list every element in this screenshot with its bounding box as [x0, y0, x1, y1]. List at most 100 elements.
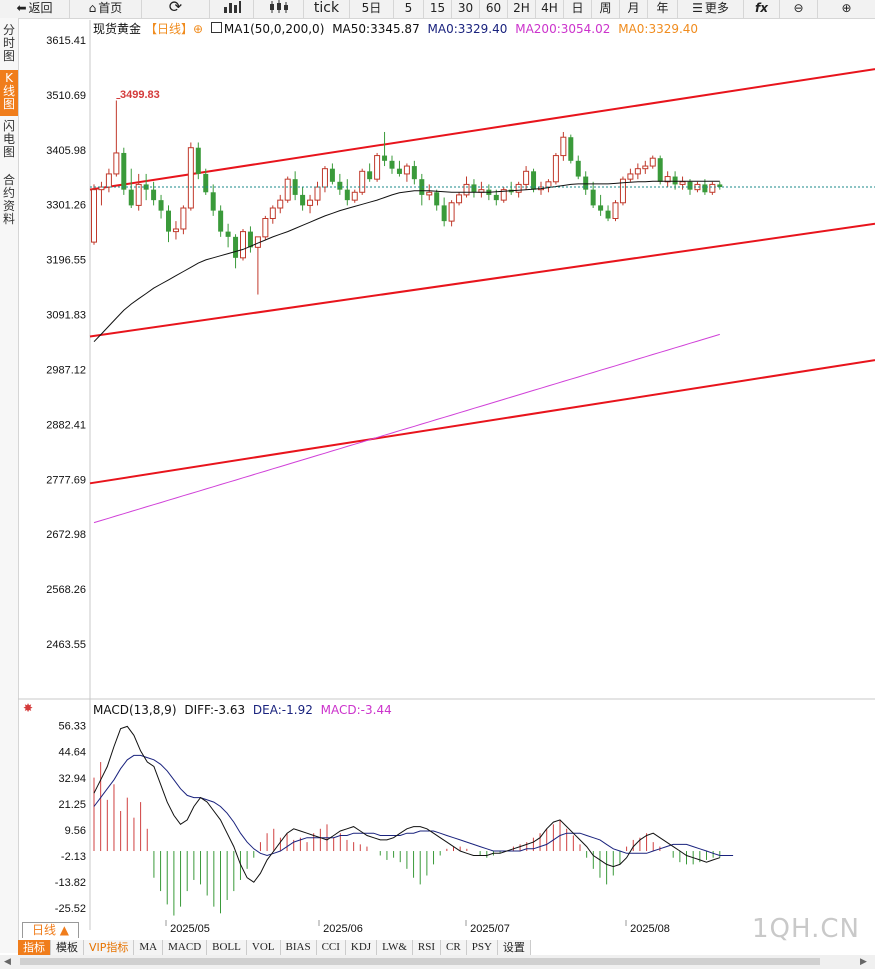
horizontal-scrollbar[interactable]: ◀ ▶	[0, 955, 875, 969]
price-axis: 3615.41 3510.69 3405.98 3301.26 3196.55 3091.…	[18, 20, 875, 930]
period-5min[interactable]: 5	[394, 0, 424, 18]
macd-tick-label: -2.13	[61, 851, 86, 863]
macd-tick-label: 44.64	[58, 747, 86, 759]
macd-dea-line	[93, 754, 734, 857]
zoom-in-icon: ⊕	[841, 1, 852, 15]
candle-body	[166, 210, 171, 232]
watermark-logo: 1QH.CN	[752, 914, 860, 944]
zoom-in-button[interactable]: ⊕	[818, 0, 875, 18]
settings-icon[interactable]: ⊕	[193, 22, 204, 36]
candle-body	[314, 186, 321, 201]
date-label: 2025/08	[630, 923, 670, 935]
candle-body	[441, 205, 447, 222]
period-30min[interactable]: 30	[452, 0, 480, 18]
date-label: 2025/07	[470, 923, 510, 935]
tab-boll[interactable]: BOLL	[207, 940, 247, 955]
candle-body	[590, 189, 596, 206]
zoom-out-button[interactable]: ⊖	[780, 0, 818, 18]
period-year[interactable]: 年	[648, 0, 678, 18]
price-tick-label: 2882.41	[46, 419, 86, 431]
tab-psy[interactable]: PSY	[466, 940, 498, 955]
tab-vol[interactable]: VOL	[246, 940, 281, 955]
macd-diff-line	[93, 725, 720, 883]
sidebar-tab-kline[interactable]: K线图	[0, 70, 18, 116]
tab-rsi[interactable]: RSI	[412, 940, 442, 955]
sidebar-tab-flash[interactable]: 闪电图	[2, 119, 15, 159]
candle-body	[598, 205, 604, 211]
candle-body	[426, 191, 433, 196]
formula-button[interactable]: fx	[744, 0, 780, 18]
tab-vip-indicator[interactable]: VIP指标	[84, 940, 135, 955]
candle-body	[642, 165, 649, 170]
scroll-right-icon[interactable]: ▶	[860, 957, 867, 967]
macd-value: MACD:-3.44	[320, 703, 392, 717]
date-label: 2025/05	[170, 923, 210, 935]
tab-indicator[interactable]: 指标	[18, 940, 51, 955]
macd-settings-icon[interactable]: ✸	[23, 701, 34, 715]
candle-body	[151, 189, 157, 201]
price-tick-label: 3510.69	[46, 90, 86, 102]
ma0-value: MA0:3329.40	[427, 22, 508, 36]
home-button[interactable]: ⌂ 首页	[70, 0, 142, 18]
tab-template[interactable]: 模板	[51, 940, 84, 955]
period-day[interactable]: 日	[564, 0, 592, 18]
refresh-button[interactable]: ⟳	[142, 0, 210, 18]
ma-indicator-icon[interactable]	[210, 22, 222, 33]
candle-body	[284, 178, 291, 201]
candle-body	[269, 207, 276, 220]
sidebar-tab-timeshare[interactable]: 分时图	[2, 23, 15, 63]
trend-line	[89, 359, 875, 485]
ma200-line	[93, 333, 720, 524]
more-button[interactable]: ☰ 更多	[678, 0, 744, 18]
tab-ma[interactable]: MA	[134, 940, 164, 955]
ma50-path	[93, 180, 720, 343]
bar-chart-button[interactable]	[210, 0, 254, 18]
candle-body	[545, 181, 552, 188]
period-5d[interactable]: 5日	[350, 0, 394, 18]
trend-line	[89, 222, 875, 338]
candle-body	[225, 231, 231, 237]
candlestick-button[interactable]	[254, 0, 304, 18]
period-15min[interactable]: 15	[424, 0, 452, 18]
candle-body	[679, 181, 686, 185]
trend-line	[89, 68, 875, 191]
period-month[interactable]: 月	[620, 0, 648, 18]
tab-bias[interactable]: BIAS	[280, 940, 317, 955]
period-week[interactable]: 周	[592, 0, 620, 18]
tab-cci[interactable]: CCI	[316, 940, 346, 955]
candle-body	[233, 236, 239, 258]
tick-button[interactable]: tick	[304, 0, 350, 18]
tab-kdj[interactable]: KDJ	[345, 940, 378, 955]
candle-body	[619, 178, 626, 204]
tab-settings[interactable]: 设置	[497, 940, 531, 955]
candle-body	[515, 183, 522, 193]
back-button[interactable]: ⬅ 返回	[0, 0, 70, 18]
candle-body	[411, 166, 417, 180]
candle-body	[262, 218, 269, 238]
tab-macd[interactable]: MACD	[163, 940, 208, 955]
sidebar-tab-contract[interactable]: 合约资料	[2, 173, 15, 226]
candle-body	[657, 158, 663, 182]
ma200-value: MA200:3054.02	[515, 22, 611, 36]
scroll-left-icon[interactable]: ◀	[4, 957, 11, 967]
scrollbar-thumb[interactable]	[20, 958, 820, 965]
period-selector-tab[interactable]: 日线 ▲	[22, 922, 79, 938]
period-label: 【日线】	[145, 22, 194, 36]
menu-icon: ☰	[692, 1, 703, 15]
period-60min[interactable]: 60	[480, 0, 508, 18]
period-2h[interactable]: 2H	[508, 0, 536, 18]
bottom-bar: 指标 模板 VIP指标 MA MACD BOLL VOL BIAS CCI KD…	[0, 939, 875, 969]
tab-cr[interactable]: CR	[441, 940, 467, 955]
candle-body	[500, 189, 507, 201]
tab-lw[interactable]: LW&	[377, 940, 413, 955]
candle-body	[434, 192, 440, 206]
macd-title: MACD(13,8,9)	[93, 703, 177, 717]
candle-body	[128, 189, 134, 206]
price-chart[interactable]: 3615.41 3510.69 3405.98 3301.26 3196.55 3091.…	[0, 0, 875, 939]
candle-body	[396, 168, 402, 174]
candle-body	[321, 168, 328, 188]
candle-body	[672, 176, 678, 185]
macd-diff: DIFF:-3.63	[184, 703, 246, 717]
date-axis: 2025/05 2025/06 2025/07 2025/08	[165, 920, 670, 935]
period-4h[interactable]: 4H	[536, 0, 564, 18]
